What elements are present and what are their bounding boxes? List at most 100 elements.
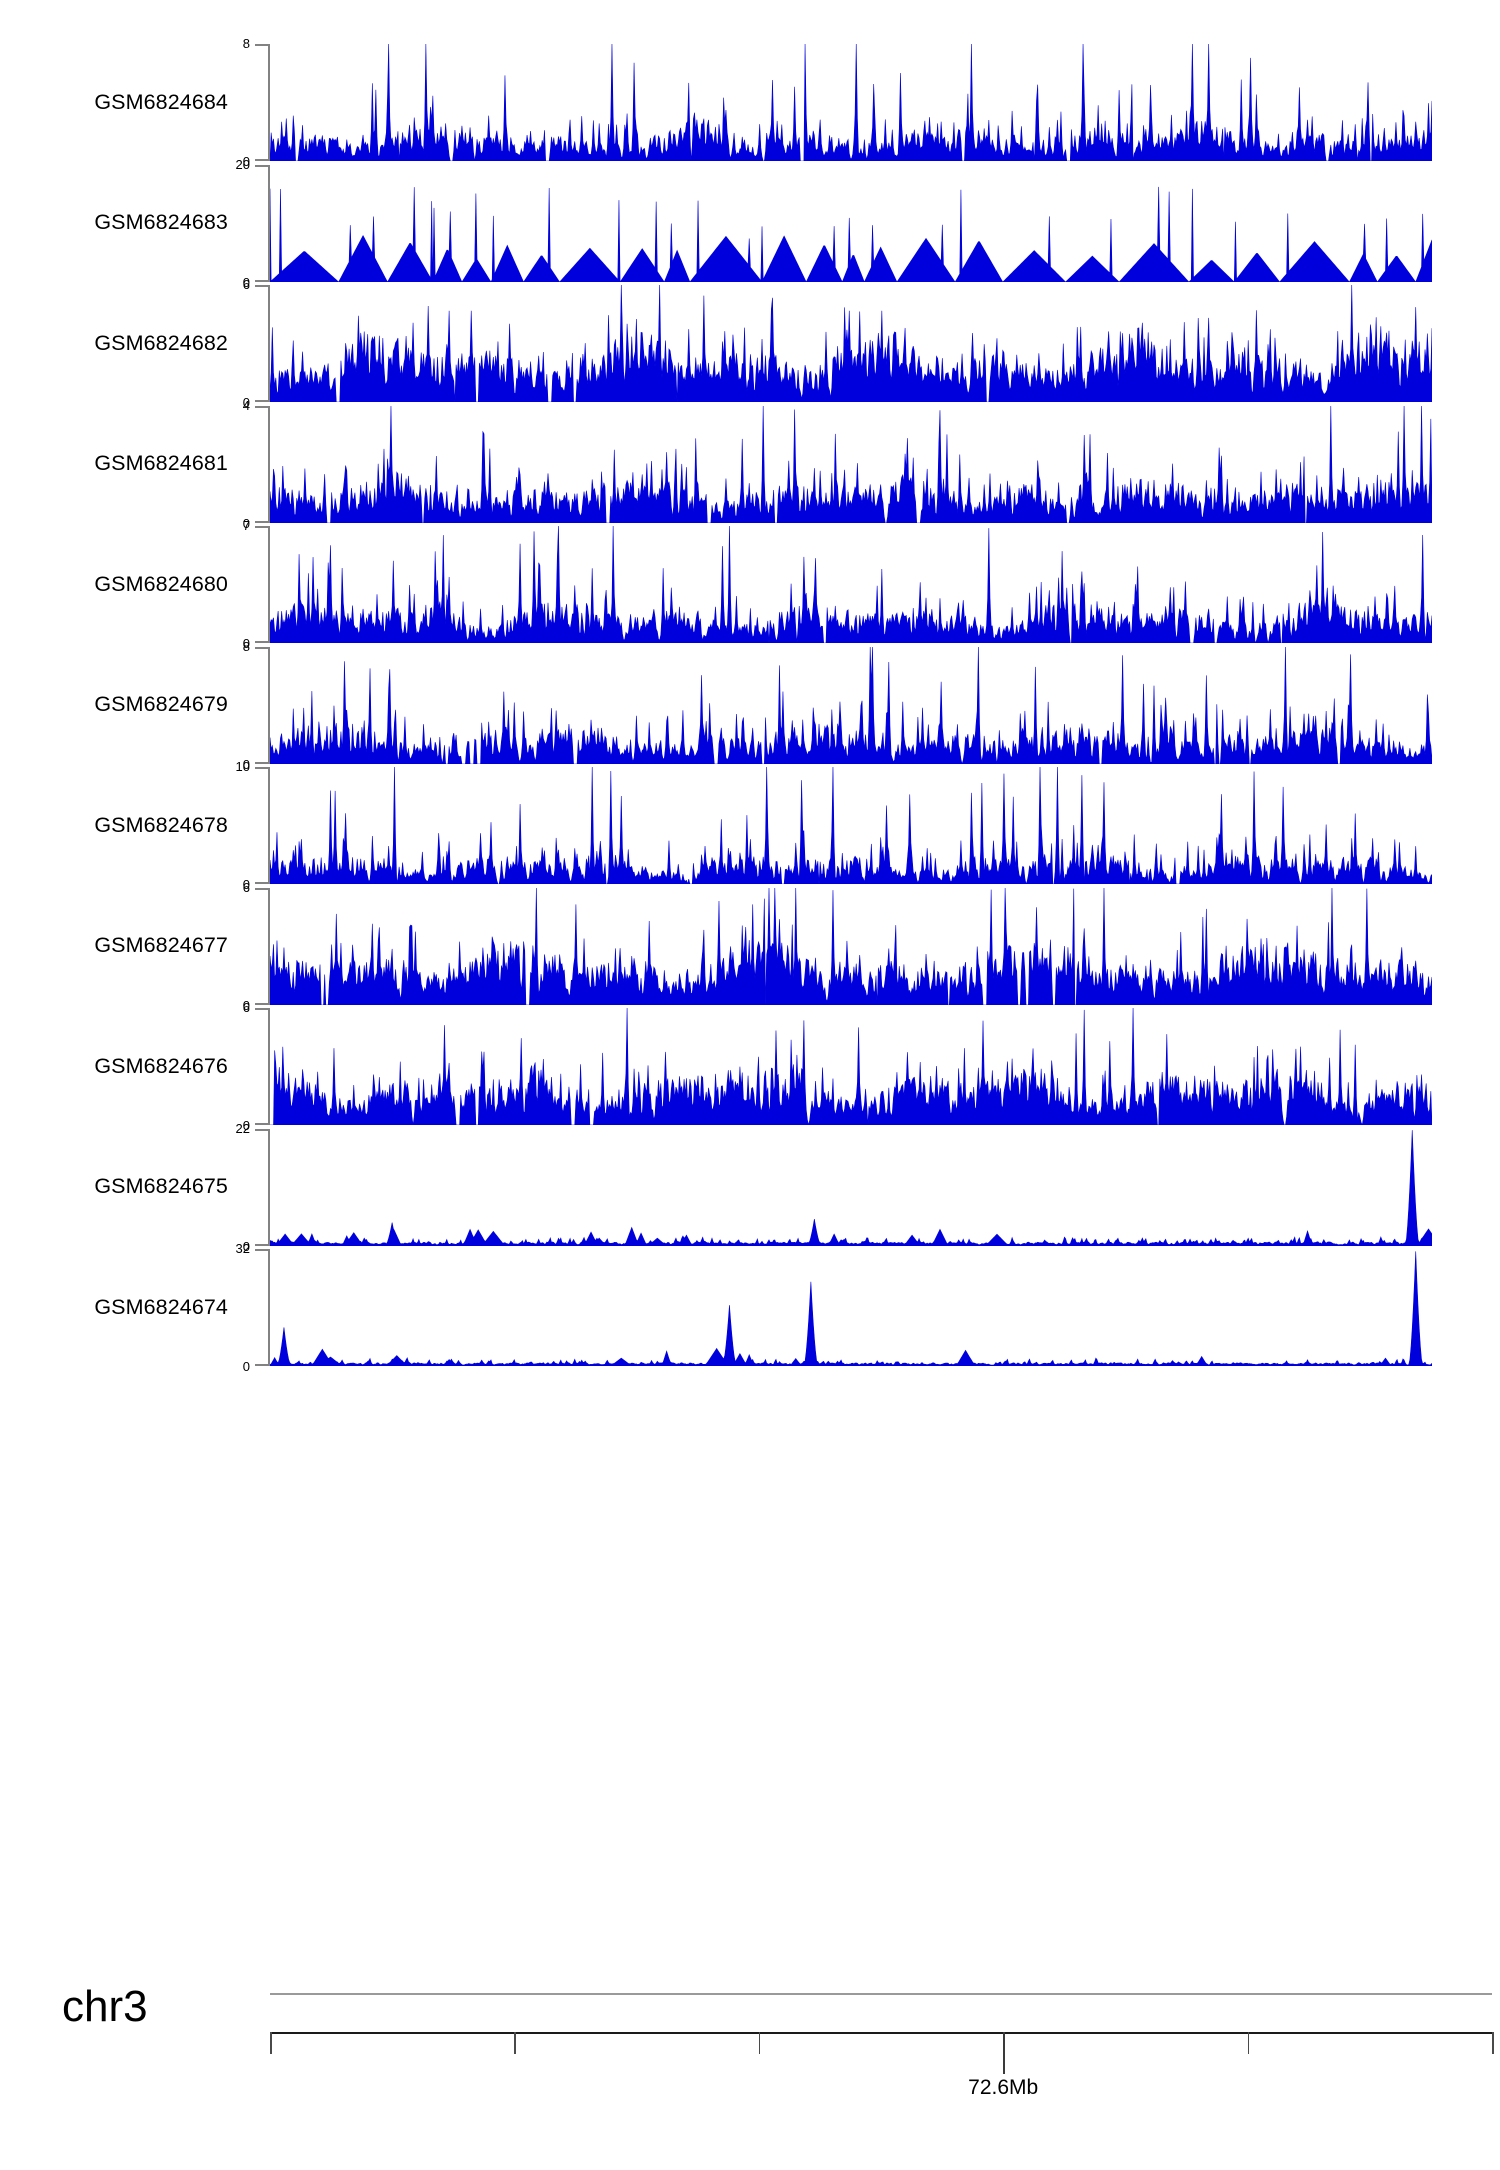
track-label-gsm6824677: GSM6824677 <box>94 933 228 957</box>
track-plot-area[interactable]: 32 0 <box>236 1242 1432 1373</box>
y-axis-min-label: 0 <box>242 1359 250 1374</box>
y-axis-top-tick <box>255 1249 268 1251</box>
track-y-axis-line <box>268 767 270 884</box>
y-axis-top-tick <box>255 405 268 408</box>
y-axis-min-label: 0 <box>242 877 250 892</box>
y-axis-bottom-tick <box>255 1002 268 1005</box>
coverage-signal <box>270 526 1432 643</box>
y-axis-bottom-tick <box>255 279 268 282</box>
coverage-signal <box>270 1251 1432 1366</box>
track-label-gsm6824682: GSM6824682 <box>94 330 228 355</box>
ruler-tick <box>1492 2032 1494 2054</box>
track-row[interactable]: GSM6824678 10 0 <box>0 760 1500 891</box>
track-label-gsm6824684: GSM6824684 <box>94 89 228 114</box>
track-label-gsm6824679: GSM6824679 <box>94 692 228 716</box>
y-axis-max-label: 6 <box>242 277 250 292</box>
track-plot-area[interactable]: 20 0 <box>236 158 1432 289</box>
genome-coordinate-axis: chr3 72.6Mb <box>0 1960 1500 2120</box>
ruler-position-label: 72.6Mb <box>968 2076 1039 2099</box>
track-y-axis-line <box>268 646 270 764</box>
track-y-axis-line <box>268 887 270 1005</box>
track-y-axis-line <box>268 1128 270 1246</box>
y-axis-max-label: 32 <box>235 1241 250 1256</box>
y-axis-min-label: 0 <box>242 274 250 290</box>
track-row[interactable]: GSM6824679 8 0 <box>0 640 1500 771</box>
y-axis-min-label: 0 <box>242 154 250 169</box>
track-row[interactable]: GSM6824684 8 0 <box>0 37 1500 168</box>
track-label-gsm6824675: GSM6824675 <box>94 1174 228 1198</box>
y-axis-min-label: 0 <box>242 997 250 1013</box>
y-axis-top-tick <box>255 767 268 769</box>
y-axis-top-tick <box>255 526 268 528</box>
ruler-major-tick <box>1003 2032 1005 2074</box>
ruler-tick <box>1247 2032 1250 2054</box>
track-row[interactable]: GSM6824683 20 0 <box>0 158 1500 289</box>
y-axis-min-label: 0 <box>242 756 250 772</box>
y-axis-max-label: 22 <box>235 1120 250 1136</box>
y-axis-top-tick <box>255 164 268 167</box>
track-plot-area[interactable]: 10 0 <box>236 760 1432 891</box>
track-row[interactable]: GSM6824682 6 0 <box>0 278 1500 409</box>
y-axis-max-label: 6 <box>242 879 250 895</box>
track-row[interactable]: GSM6824676 6 0 <box>0 1001 1500 1132</box>
y-axis-max-label: 10 <box>235 759 250 774</box>
y-axis-bottom-tick <box>255 1364 268 1366</box>
track-plot-area[interactable]: 22 0 <box>236 1122 1432 1253</box>
track-y-axis-line <box>268 164 270 282</box>
track-y-axis-line <box>268 44 270 161</box>
ruler-tick <box>758 2032 761 2054</box>
track-row[interactable]: GSM6824681 4 0 <box>0 399 1500 530</box>
y-axis-top-tick <box>255 285 268 287</box>
y-axis-min-label: 0 <box>242 1118 250 1133</box>
y-axis-min-label: 0 <box>242 1238 250 1254</box>
y-axis-bottom-tick <box>255 1123 268 1125</box>
y-axis-max-label: 7 <box>242 518 250 533</box>
y-axis-min-label: 0 <box>242 636 250 651</box>
chromosome-label: chr3 <box>62 1982 148 2031</box>
y-axis-max-label: 8 <box>242 638 250 654</box>
track-y-axis-line <box>268 526 270 643</box>
track-row[interactable]: GSM6824677 6 0 <box>0 881 1500 1012</box>
track-y-axis-line <box>268 1249 270 1366</box>
track-row[interactable]: GSM6824674 32 0 <box>0 1242 1500 1373</box>
y-axis-max-label: 6 <box>242 1000 250 1015</box>
y-axis-min-label: 0 <box>242 515 250 531</box>
track-y-axis-line <box>268 1008 270 1125</box>
y-axis-max-label: 20 <box>235 156 250 172</box>
coverage-signal <box>270 887 1432 1005</box>
coverage-signal <box>270 285 1432 402</box>
y-axis-bottom-tick <box>255 1243 268 1246</box>
y-axis-min-label: 0 <box>242 395 250 410</box>
track-y-axis-line <box>268 405 270 523</box>
y-axis-top-tick <box>255 1008 268 1010</box>
ruler-baseline <box>270 2032 1492 2034</box>
y-axis-bottom-tick <box>255 882 268 884</box>
track-label-gsm6824683: GSM6824683 <box>94 210 228 234</box>
coverage-signal <box>270 44 1432 161</box>
coverage-signal <box>270 405 1432 523</box>
ruler-tick <box>514 2032 516 2054</box>
y-axis-top-tick <box>255 44 268 46</box>
track-label-gsm6824681: GSM6824681 <box>94 451 228 475</box>
ideogram-line <box>270 1993 1492 1995</box>
ruler-tick <box>270 2032 272 2054</box>
y-axis-bottom-tick <box>255 400 268 402</box>
track-label-gsm6824678: GSM6824678 <box>94 812 228 837</box>
y-axis-top-tick <box>255 887 268 890</box>
track-row[interactable]: GSM6824680 7 0 <box>0 519 1500 650</box>
y-axis-bottom-tick <box>255 761 268 764</box>
y-axis-bottom-tick <box>255 641 268 643</box>
y-axis-bottom-tick <box>255 159 268 161</box>
coverage-signal <box>270 1008 1432 1125</box>
track-row[interactable]: GSM6824675 22 0 <box>0 1122 1500 1253</box>
track-label-gsm6824676: GSM6824676 <box>94 1053 228 1078</box>
coverage-signal <box>270 1129 1432 1246</box>
